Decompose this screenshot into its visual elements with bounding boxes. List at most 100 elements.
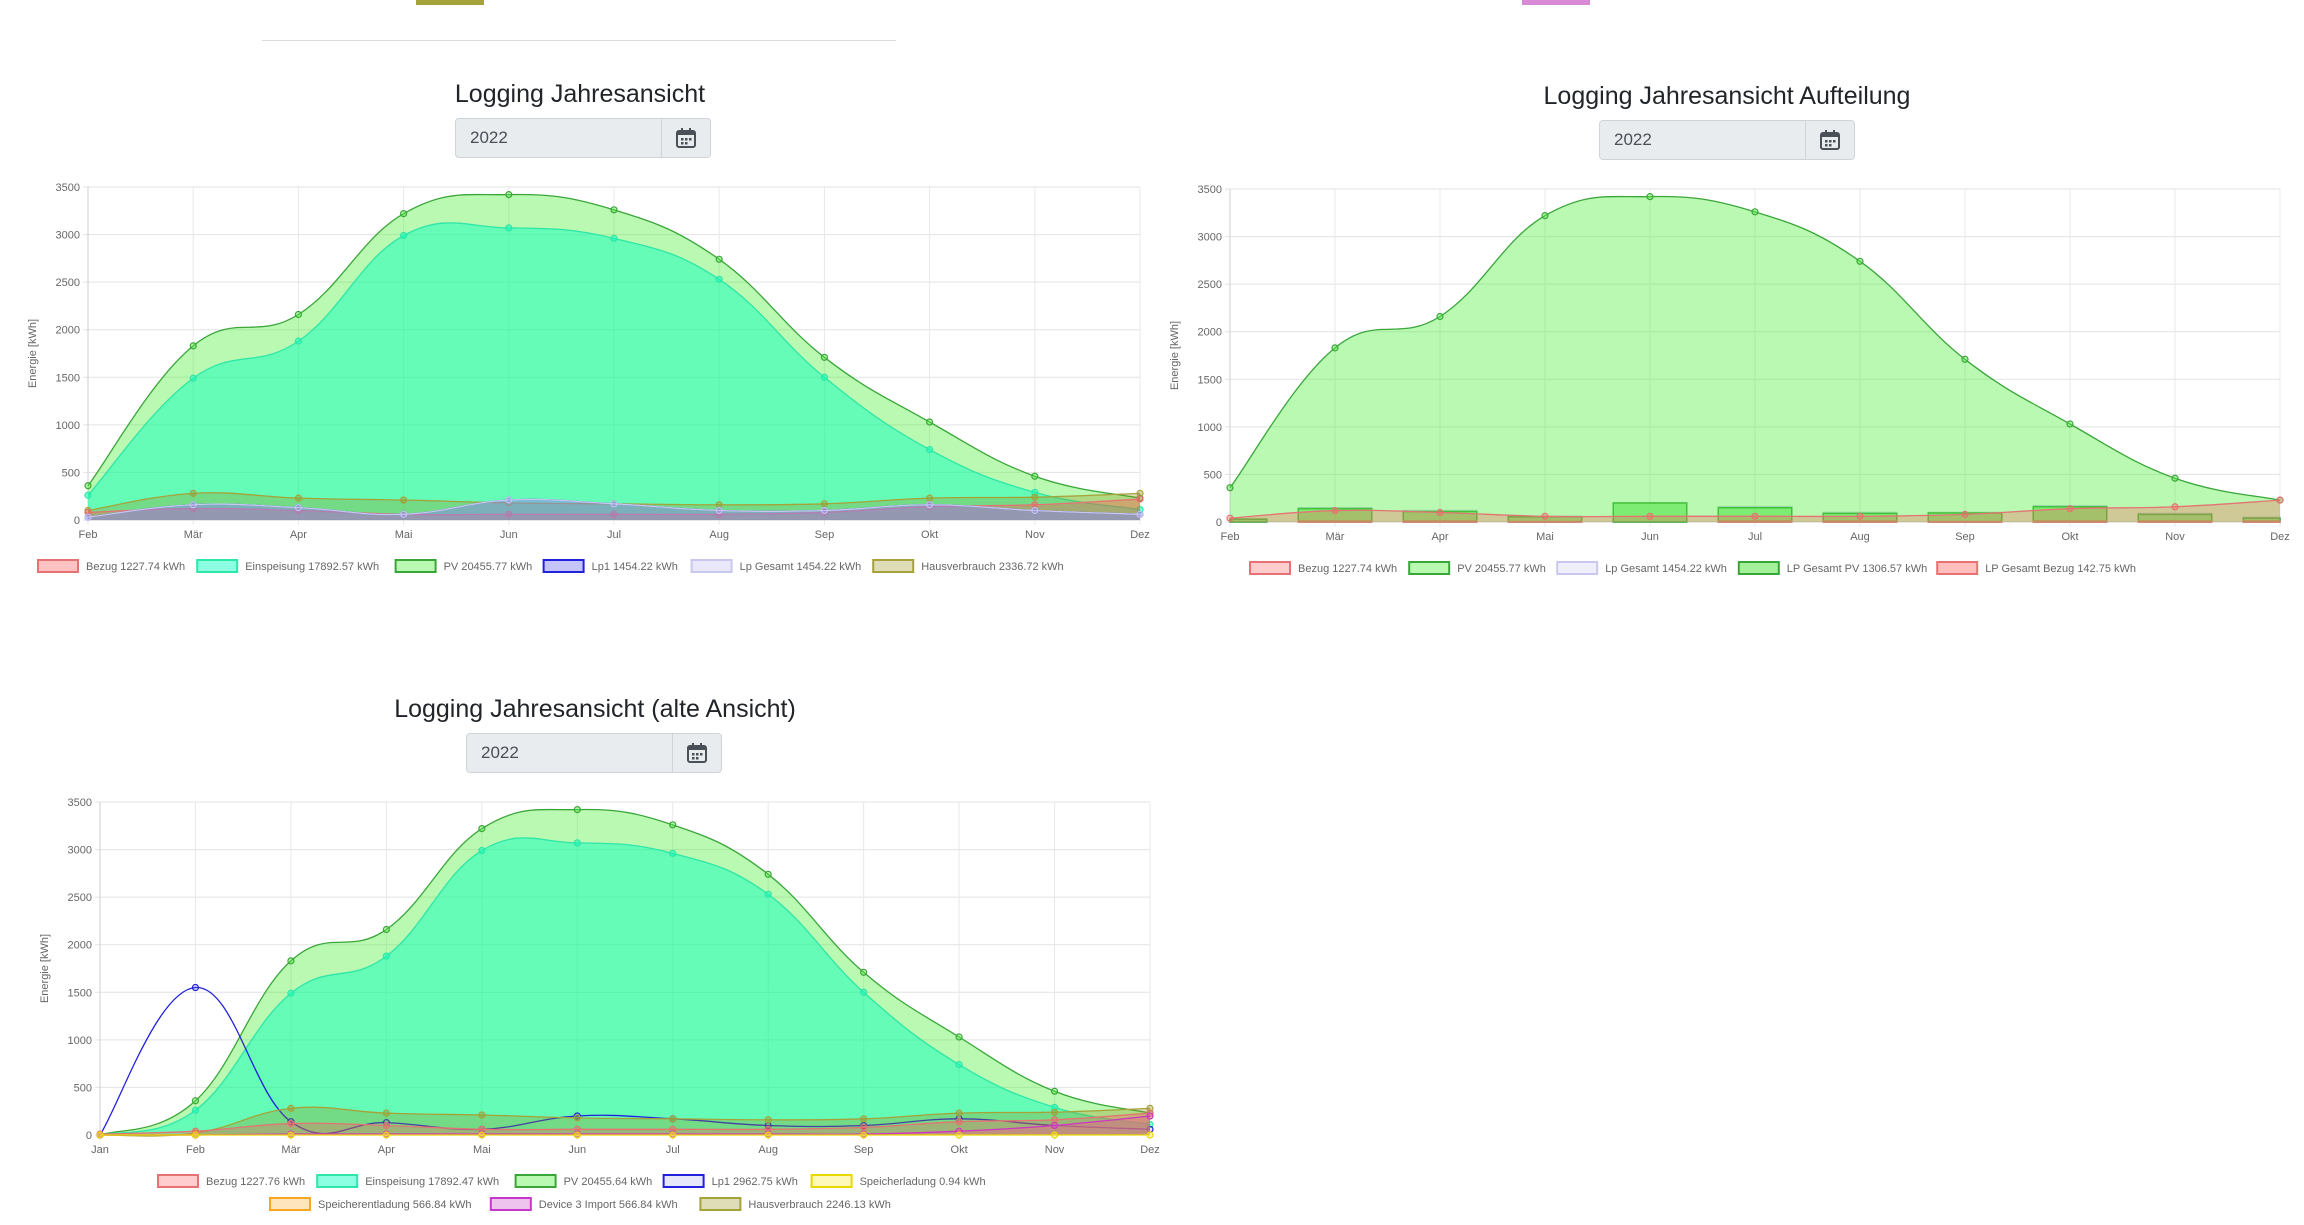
y-tick-label: 1000 — [1198, 422, 1222, 434]
legend-item[interactable]: LP Gesamt PV 1306.57 kWh — [1739, 562, 1927, 575]
legend-item[interactable]: Speicherentladung 566.84 kWh — [270, 1198, 472, 1211]
data-point — [1542, 213, 1548, 219]
legend-label: Hausverbrauch 2246.13 kWh — [748, 1199, 890, 1211]
legend-item[interactable]: PV 20455.77 kWh — [1409, 562, 1546, 575]
y-tick-label: 1500 — [1198, 374, 1222, 386]
year-input[interactable]: 2022 — [1600, 121, 1805, 159]
legend-item[interactable]: Hausverbrauch 2336.72 kWh — [873, 560, 1063, 573]
legend-item[interactable]: Einspeisung 17892.47 kWh — [317, 1175, 499, 1188]
data-point — [821, 507, 827, 513]
legend-swatch — [1739, 562, 1779, 574]
data-point — [401, 497, 407, 503]
y-tick-label: 3500 — [1198, 184, 1222, 196]
x-tick-label: Feb — [79, 529, 98, 541]
x-tick-label: Dez — [1130, 529, 1150, 541]
legend-label: PV 20455.77 kWh — [444, 561, 533, 573]
legend-item[interactable]: Bezug 1227.76 kWh — [158, 1175, 305, 1188]
legend-item[interactable]: Bezug 1227.74 kWh — [38, 560, 185, 573]
data-point — [1647, 194, 1653, 200]
data-point — [1227, 515, 1233, 521]
data-point — [1437, 509, 1443, 515]
y-tick-label: 2500 — [68, 892, 92, 904]
data-point — [401, 211, 407, 217]
legend-label: Lp Gesamt 1454.22 kWh — [740, 561, 862, 573]
calendar-icon[interactable] — [672, 734, 721, 772]
data-point — [295, 495, 301, 501]
x-tick-label: Mai — [395, 529, 413, 541]
x-tick-label: Nov — [1025, 529, 1045, 541]
y-tick-label: 3500 — [68, 797, 92, 809]
legend-item[interactable]: PV 20455.77 kWh — [396, 560, 533, 573]
data-point — [861, 969, 867, 975]
year-picker[interactable]: 2022 — [455, 118, 711, 158]
data-point — [85, 483, 91, 489]
legend-item[interactable]: PV 20455.64 kWh — [516, 1175, 653, 1188]
data-point — [85, 492, 91, 498]
x-tick-label: Jul — [1748, 531, 1762, 543]
legend-item[interactable]: Bezug 1227.74 kWh — [1250, 562, 1397, 575]
legend-item[interactable]: Lp1 2962.75 kWh — [664, 1175, 798, 1188]
year-input[interactable]: 2022 — [456, 119, 661, 157]
year-picker[interactable]: 2022 — [1599, 120, 1855, 160]
series — [97, 838, 1153, 1138]
legend-swatch-fragment — [416, 0, 484, 5]
legend-swatch — [664, 1175, 704, 1187]
data-point — [716, 276, 722, 282]
legend-item[interactable]: Lp Gesamt 1454.22 kWh — [1557, 562, 1727, 575]
legend-swatch — [516, 1175, 556, 1187]
data-point — [401, 233, 407, 239]
y-tick-label: 500 — [74, 1082, 92, 1094]
data-point — [2172, 475, 2178, 481]
x-tick-label: Jul — [666, 1144, 680, 1156]
data-point — [288, 958, 294, 964]
data-point — [611, 501, 617, 507]
x-tick-label: Dez — [1140, 1144, 1160, 1156]
data-point — [1332, 508, 1338, 514]
legend-swatch — [1937, 562, 1977, 574]
legend-item[interactable]: Hausverbrauch 2246.13 kWh — [700, 1198, 890, 1211]
data-point — [1857, 258, 1863, 264]
year-input[interactable]: 2022 — [467, 734, 672, 772]
legend-item[interactable]: Lp1 1454.22 kWh — [544, 560, 678, 573]
legend-item[interactable]: Speicherladung 0.94 kWh — [812, 1175, 986, 1188]
data-point — [288, 990, 294, 996]
legend-item[interactable]: LP Gesamt Bezug 142.75 kWh — [1937, 562, 2136, 575]
y-tick-label: 3000 — [68, 845, 92, 857]
y-tick-label: 3500 — [56, 182, 80, 194]
data-point — [821, 354, 827, 360]
legend-swatch — [544, 560, 584, 572]
data-point — [97, 1132, 103, 1138]
data-point — [1052, 1088, 1058, 1094]
legend-item[interactable]: Device 3 Import 566.84 kWh — [491, 1198, 678, 1211]
legend-item[interactable]: Einspeisung 17892.57 kWh — [197, 560, 379, 573]
legend-label: PV 20455.64 kWh — [564, 1176, 653, 1188]
data-point — [716, 256, 722, 262]
legend-item[interactable]: Lp Gesamt 1454.22 kWh — [692, 560, 862, 573]
legend: Bezug 1227.74 kWh PV 20455.77 kWh Lp Gesam… — [1250, 562, 2136, 575]
series-area — [100, 838, 1150, 1135]
legend-swatch — [1409, 562, 1449, 574]
data-point — [383, 1110, 389, 1116]
legend-label: Hausverbrauch 2336.72 kWh — [921, 561, 1063, 573]
y-tick-label: 1500 — [68, 987, 92, 999]
data-point — [479, 826, 485, 832]
x-tick-label: Apr — [1431, 531, 1448, 543]
year-picker[interactable]: 2022 — [466, 733, 722, 773]
y-tick-label: 1500 — [56, 372, 80, 384]
data-point — [506, 225, 512, 231]
data-point — [1052, 1117, 1058, 1123]
y-tick-label: 2500 — [56, 277, 80, 289]
legend-swatch — [38, 560, 78, 572]
data-point — [1962, 511, 1968, 517]
x-tick-label: Jan — [91, 1144, 109, 1156]
x-tick-label: Okt — [921, 529, 938, 541]
data-point — [716, 502, 722, 508]
data-point — [1137, 490, 1143, 496]
calendar-icon[interactable] — [661, 119, 710, 157]
legend-label: Bezug 1227.76 kWh — [206, 1176, 305, 1188]
calendar-icon[interactable] — [1805, 121, 1854, 159]
data-point — [765, 891, 771, 897]
data-point — [2277, 497, 2283, 503]
y-axis-label: Energie [kWh] — [1169, 321, 1181, 390]
